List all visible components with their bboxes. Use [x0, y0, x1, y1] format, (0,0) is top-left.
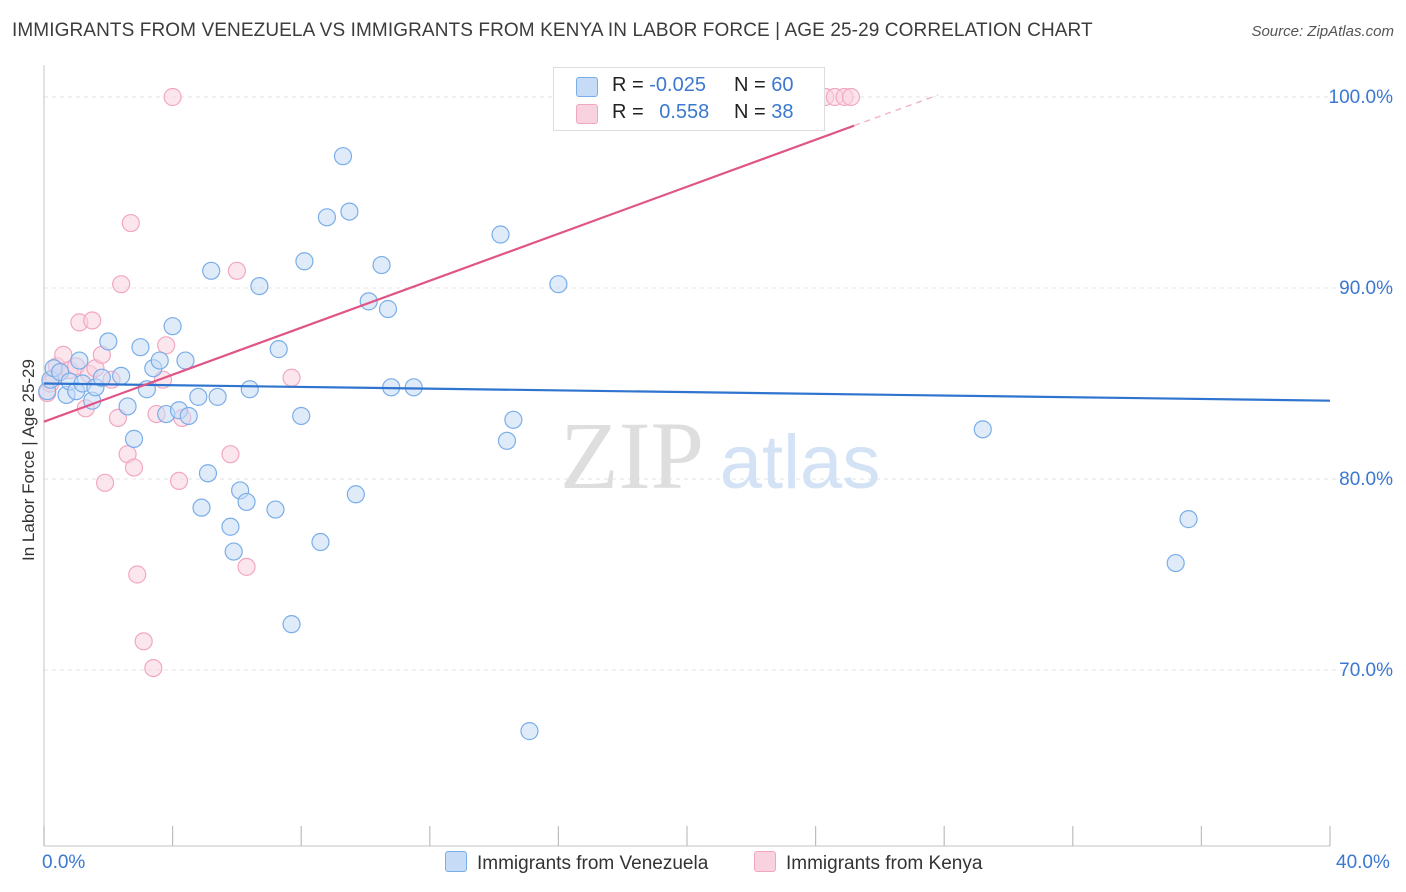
n-label: N = [734, 74, 766, 96]
point-venezuela [163, 317, 182, 336]
n-value-kenya: 38 [771, 101, 794, 123]
point-venezuela [311, 532, 330, 552]
point-kenya [128, 565, 147, 584]
chart-title: IMMIGRANTS FROM VENEZUELA VS IMMIGRANTS … [12, 20, 1093, 41]
point-venezuela [266, 500, 285, 519]
y-tick-80: 80.0% [1339, 469, 1393, 490]
point-venezuela [973, 420, 992, 439]
legend-n-kenya: N = 38 [734, 101, 794, 124]
n-value-venezuela: 60 [771, 74, 794, 96]
point-venezuela [240, 380, 259, 399]
watermark-atlas: atlas [720, 420, 881, 505]
bottom-legend-label-venezuela: Immigrants from Venezuela [477, 853, 709, 874]
point-venezuela [118, 397, 137, 416]
correlation-legend: R = -0.025 N = 60 R = 0.558 N = 38 [553, 67, 825, 131]
x-tick-max: 40.0% [1336, 852, 1390, 873]
r-label: R = [612, 74, 644, 96]
point-venezuela [269, 340, 288, 359]
point-kenya [83, 311, 102, 330]
point-venezuela [346, 485, 365, 504]
point-venezuela [99, 332, 118, 351]
r-value-venezuela: -0.025 [649, 74, 706, 96]
trend-line-kenya [43, 124, 855, 423]
y-tick-90: 90.0% [1339, 278, 1393, 299]
point-venezuela [372, 255, 391, 275]
point-venezuela [221, 517, 240, 536]
point-venezuela [189, 387, 208, 406]
point-kenya [124, 458, 144, 477]
legend-n-venezuela: N = 60 [734, 74, 794, 97]
point-venezuela [504, 410, 523, 429]
legend-r-kenya: R = 0.558 [612, 101, 709, 124]
point-venezuela [1166, 553, 1185, 573]
trend-line-kenya-extension [853, 94, 939, 127]
point-venezuela [92, 368, 111, 387]
point-venezuela [176, 351, 195, 370]
watermark-zip: ZIP [560, 402, 704, 509]
point-kenya [221, 445, 240, 464]
point-venezuela [1179, 510, 1198, 529]
bottom-legend-venezuela: Immigrants from Venezuela [445, 851, 708, 875]
point-venezuela [491, 225, 510, 244]
legend-swatch-kenya [576, 104, 598, 124]
point-venezuela [295, 252, 314, 271]
point-kenya [157, 336, 176, 355]
point-venezuela [520, 722, 539, 741]
bottom-legend-swatch-kenya [754, 851, 776, 872]
bottom-legend-swatch-venezuela [445, 851, 467, 872]
point-venezuela [131, 338, 150, 357]
axes [43, 65, 1331, 847]
point-venezuela [333, 147, 353, 166]
point-venezuela [192, 498, 211, 517]
source-label: Source: ZipAtlas.com [1251, 23, 1394, 40]
legend-swatch-venezuela [576, 77, 598, 97]
point-venezuela [198, 464, 218, 483]
n-label: N = [734, 101, 766, 123]
point-venezuela [70, 351, 89, 370]
point-kenya [112, 275, 131, 294]
point-venezuela [124, 429, 144, 448]
point-kenya [95, 473, 115, 492]
point-kenya [237, 557, 256, 576]
point-venezuela [282, 615, 301, 634]
trend-lines [43, 94, 1331, 423]
point-venezuela [224, 542, 243, 561]
watermark: ZIP atlas [560, 402, 880, 509]
point-kenya [54, 345, 73, 364]
x-tick-min: 0.0% [42, 852, 86, 873]
point-kenya [134, 632, 153, 651]
point-kenya [282, 368, 301, 387]
point-venezuela [292, 406, 311, 426]
point-venezuela [340, 202, 359, 221]
point-kenya [144, 658, 163, 678]
point-venezuela [179, 406, 198, 426]
point-venezuela [150, 351, 169, 370]
point-venezuela [202, 261, 221, 280]
point-venezuela [378, 299, 398, 319]
point-kenya [163, 87, 182, 107]
point-venezuela [250, 276, 269, 296]
point-venezuela [112, 366, 131, 385]
bottom-legend-kenya: Immigrants from Kenya [754, 851, 982, 875]
point-venezuela [208, 387, 227, 406]
y-tick-100: 100.0% [1328, 87, 1393, 108]
data-points [38, 87, 1198, 741]
point-venezuela [237, 492, 256, 512]
point-venezuela [317, 208, 337, 227]
point-kenya [121, 213, 140, 233]
point-kenya [841, 87, 861, 107]
point-venezuela [549, 275, 568, 294]
point-kenya [227, 261, 246, 280]
y-tick-70: 70.0% [1339, 660, 1393, 681]
trend-line-venezuela [43, 382, 1331, 402]
point-kenya [169, 471, 189, 491]
legend-r-venezuela: R = -0.025 [612, 74, 706, 97]
r-label: R = [612, 101, 644, 123]
point-venezuela [497, 431, 517, 450]
r-value-kenya: 0.558 [659, 101, 710, 123]
bottom-legend-label-kenya: Immigrants from Kenya [786, 853, 983, 874]
